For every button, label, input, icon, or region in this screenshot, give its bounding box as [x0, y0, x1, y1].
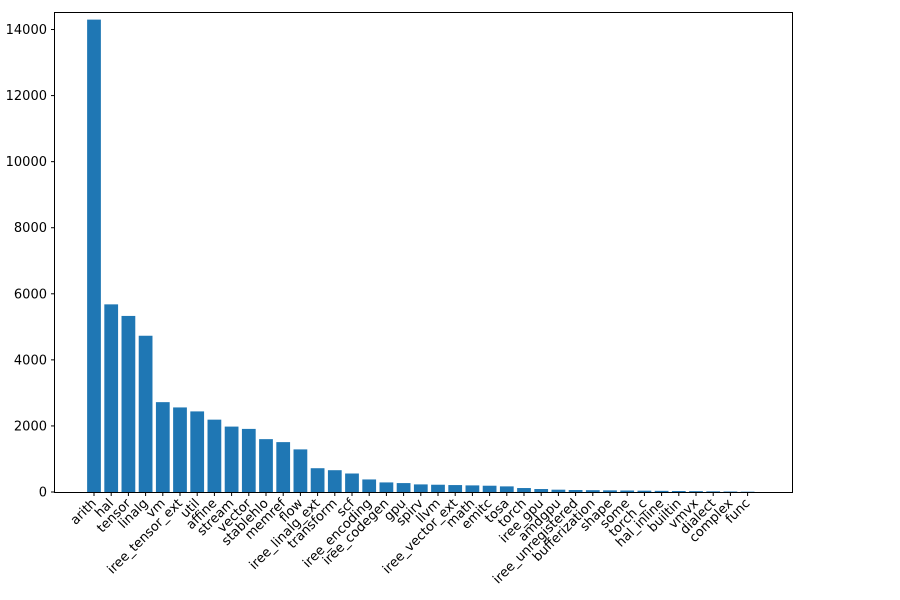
- y-tick-label: 4000: [14, 353, 47, 368]
- y-tick-label: 6000: [14, 287, 47, 302]
- bar-torch_c: [637, 490, 652, 492]
- bar-affine: [207, 419, 222, 492]
- bar-vmvx: [689, 491, 703, 492]
- bar-iree_encoding: [362, 479, 377, 492]
- bar-iree_unregistered: [568, 490, 583, 492]
- bar-iree_linalg_ext: [310, 468, 325, 492]
- bar-llvm: [431, 484, 445, 492]
- bar-math: [465, 485, 480, 492]
- y-tick-label: 8000: [14, 221, 47, 236]
- x-axis: arithhaltensorlinalgvmiree_tensor_extuti…: [68, 492, 753, 587]
- y-tick-label: 14000: [6, 23, 47, 38]
- y-tick-label: 0: [39, 486, 47, 501]
- bar-flow: [293, 449, 308, 492]
- y-tick-label: 10000: [6, 155, 47, 170]
- bar-iree_gpu: [534, 489, 549, 492]
- bar-arith: [87, 19, 101, 493]
- bar-spirv: [413, 484, 428, 492]
- bar-amdgpu: [551, 489, 566, 492]
- bar-util: [190, 411, 205, 492]
- bar-transform: [327, 470, 342, 492]
- bar-iree_vector_ext: [448, 485, 463, 492]
- bar-stablehlo: [259, 439, 273, 492]
- bar-shape: [603, 490, 617, 492]
- y-axis: 0 2000 4000 6000 8000 10000 12000 14000: [6, 23, 55, 501]
- y-tick-label: 2000: [14, 419, 47, 434]
- bar-vector: [241, 428, 256, 492]
- bar-bufferization: [585, 490, 600, 492]
- plot-frame: [54, 12, 793, 493]
- bar-complex: [723, 491, 738, 492]
- bars-group: [87, 19, 755, 493]
- bar-builtin: [671, 491, 686, 492]
- bar-vm: [155, 402, 170, 492]
- bar-stream: [224, 426, 239, 492]
- bar-torch: [517, 488, 531, 492]
- bar-some: [620, 490, 635, 492]
- bar-emitc: [482, 485, 497, 492]
- bar-tensor: [121, 315, 136, 492]
- bar-linalg: [138, 335, 153, 492]
- bar-tosa: [499, 486, 514, 492]
- y-tick-label: 12000: [6, 89, 47, 104]
- bar-iree_tensor_ext: [173, 407, 187, 492]
- bar-dialect: [706, 491, 721, 492]
- bar-iree_codegen: [379, 482, 394, 492]
- bar-scf: [345, 473, 359, 492]
- bar-hal: [104, 304, 119, 492]
- bar-memref: [276, 442, 291, 492]
- bar-gpu: [396, 483, 411, 492]
- bar-hal_inline: [654, 490, 669, 492]
